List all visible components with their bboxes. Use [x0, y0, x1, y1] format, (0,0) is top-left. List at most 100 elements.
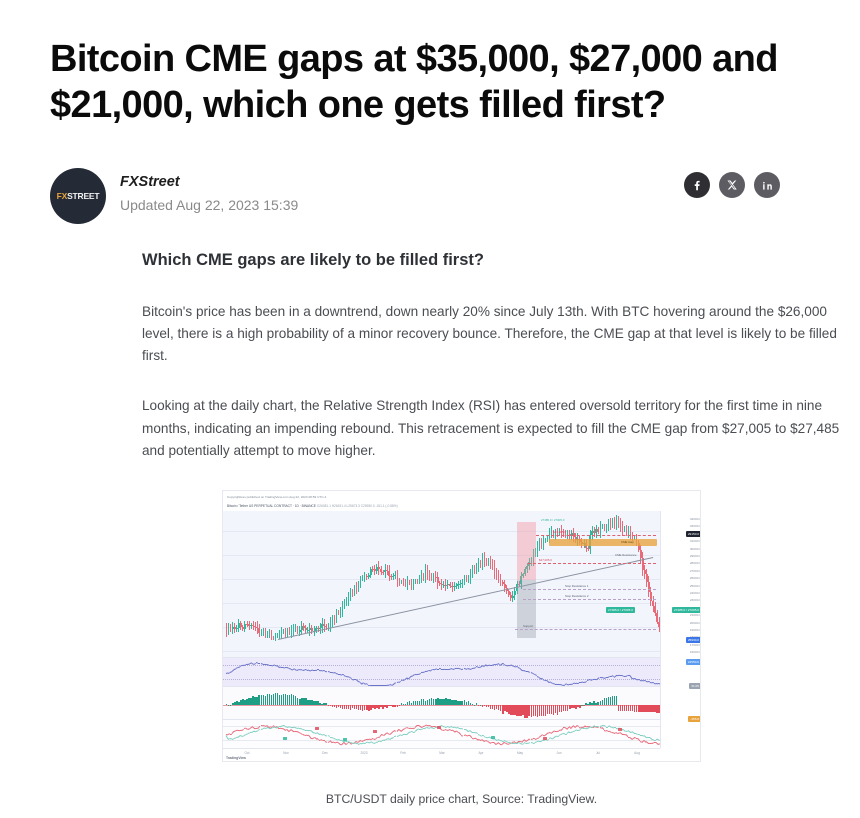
candle-body [378, 567, 380, 569]
macd-histogram-bar [613, 695, 616, 705]
tradingview-watermark: TradingView [226, 756, 246, 760]
candle-body [295, 627, 297, 629]
chart-legend-ohlc: O26081.1 H26191.4 L25673.3 C25930.0 -151… [316, 504, 398, 508]
oscillator-signal-marker[interactable] [343, 738, 347, 741]
annotation-gap-range-text: 27485.0 / 27005.0 [541, 518, 565, 522]
price-scale-label: 19000.0 [689, 628, 701, 632]
annotation-cme-gap-zone[interactable] [549, 539, 657, 546]
macd-histogram-bar [477, 704, 480, 706]
author-name[interactable]: FXStreet [120, 174, 180, 190]
oscillator-signal-marker[interactable] [373, 730, 377, 733]
level-support-line[interactable] [515, 629, 656, 630]
candle-body [619, 523, 622, 527]
annotation-gray-zone[interactable] [517, 580, 536, 638]
candle-body [536, 546, 539, 552]
candle-body [349, 592, 352, 597]
candle-body [534, 551, 536, 554]
macd-histogram-bar [599, 700, 601, 705]
macd-histogram-bar [540, 705, 543, 717]
macd-histogram-bar [274, 693, 277, 705]
price-pane[interactable]: CME Resistance CME Gap $27,485.0 $27,005.0 S… [223, 511, 660, 657]
oscillator-signal-marker[interactable] [543, 737, 547, 740]
candle-body [644, 569, 646, 575]
macd-histogram-bar [437, 698, 439, 705]
price-scale-label: 29000.0 [689, 554, 701, 558]
candle-body [445, 584, 447, 586]
indicator-value-badge[interactable]: -455.8 [688, 716, 700, 722]
x-twitter-icon[interactable] [719, 172, 745, 198]
level-27485-line[interactable] [536, 535, 656, 536]
candle-body [254, 625, 256, 627]
macd-histogram-bar [388, 705, 390, 706]
macd-histogram-bar [510, 705, 512, 715]
macd-histogram-bar [461, 701, 463, 705]
oscillator-line-k [560, 727, 564, 731]
figure-caption: BTC/USDT daily price chart, Source: Trad… [325, 792, 598, 806]
oscillator-gridline [223, 726, 660, 727]
macd-histogram-bar [339, 705, 342, 709]
candle-body [540, 542, 543, 545]
time-axis-tick: Mar [439, 751, 445, 755]
macd-histogram-bar [463, 699, 465, 705]
price-scale-badge[interactable]: 27485.0 / 27005.0 [672, 607, 700, 613]
rsi-line-segment [372, 684, 375, 686]
candle-body [402, 581, 405, 583]
price-scale-badge[interactable]: 29150.0 [685, 531, 700, 537]
rsi-line-segment [384, 684, 387, 686]
candle-body [595, 528, 597, 534]
candle-body [506, 588, 508, 591]
candle-body [362, 577, 364, 579]
candle-body [238, 623, 240, 628]
time-axis[interactable]: Oct Nov Dec 2023 Feb Mar Apr May Jun Jul Aug [223, 748, 660, 758]
macd-histogram-bar [309, 699, 311, 705]
level-stop-res-1-line[interactable] [523, 589, 656, 590]
macd-histogram-bar [313, 701, 315, 705]
oscillator-signal-marker[interactable] [315, 727, 319, 730]
price-scale-label: 31000.0 [689, 539, 701, 544]
candle-body [554, 531, 557, 537]
facebook-icon[interactable] [684, 172, 710, 198]
annotation-pink-zone[interactable] [517, 522, 536, 580]
oscillator-signal-marker[interactable] [437, 726, 441, 729]
macd-histogram-bar [343, 705, 346, 710]
macd-histogram-bar [315, 700, 317, 705]
candle-body [390, 576, 392, 577]
level-stop-res-2-line[interactable] [523, 599, 656, 600]
macd-histogram-bar [374, 705, 376, 710]
candle-body [268, 632, 271, 635]
price-tag-cme-gap[interactable]: 27485.0 / 27005.0 [606, 607, 635, 613]
linkedin-icon[interactable] [754, 172, 780, 198]
candle-body [605, 527, 608, 530]
price-scale-badge[interactable]: 25930.0 [685, 637, 700, 643]
macd-pane[interactable] [223, 687, 660, 719]
candle-body [376, 567, 378, 571]
macd-histogram-bar [420, 699, 423, 705]
level-27005-line[interactable] [528, 563, 656, 564]
macd-histogram-bar [636, 705, 638, 712]
candle-body [617, 520, 620, 524]
price-scale-badge[interactable]: 24550.0 [685, 659, 700, 665]
oscillator-signal-marker[interactable] [283, 737, 287, 740]
macd-histogram-bar [536, 705, 539, 717]
oscillator-signal-marker[interactable] [491, 736, 495, 739]
oscillator-signal-marker[interactable] [618, 728, 622, 731]
indicator-value-badge[interactable]: 31.05 [689, 683, 700, 689]
tradingview-chart[interactable]: Copyrightless published on TradingView.c… [222, 490, 701, 762]
macd-histogram-bar [329, 705, 331, 706]
macd-histogram-bar [282, 694, 285, 705]
candle-body [508, 590, 510, 596]
macd-histogram-bar [433, 699, 435, 705]
candle-body [648, 581, 650, 592]
macd-histogram-bar [392, 705, 394, 708]
macd-histogram-bar [656, 705, 658, 713]
candle-body [479, 562, 482, 566]
oscillator-pane[interactable] [223, 720, 660, 748]
candle-body [544, 540, 547, 541]
macd-histogram-bar [455, 700, 457, 705]
macd-histogram-bar [404, 703, 407, 705]
macd-histogram-bar [518, 705, 520, 716]
macd-histogram-bar [362, 705, 364, 711]
rsi-pane[interactable] [223, 658, 660, 686]
candle-body [280, 631, 283, 634]
price-scale[interactable]: 34000.033000.032000.031000.030000.029000… [660, 511, 701, 748]
